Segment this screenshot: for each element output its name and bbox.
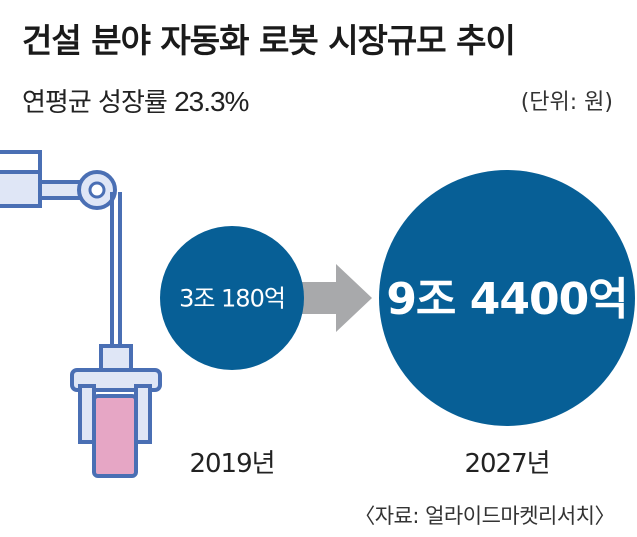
year-label-0: 2019년	[189, 449, 274, 479]
growth-arrow-icon	[296, 264, 372, 332]
chart-title: 건설 분야 자동화 로봇 시장규모 추이	[22, 21, 516, 60]
bubble-0	[160, 226, 304, 370]
bubble-1	[379, 170, 635, 426]
robot-arm-illustration	[0, 150, 162, 478]
bubbles-group: 3조 180억 2019년 9조 4400억 2027년	[160, 170, 635, 479]
robot-wrist	[99, 344, 133, 372]
bubble-value-label-1: 9조 4400억	[386, 274, 627, 325]
growth-rate-line: 연평균 성장률 23.3%	[22, 82, 249, 119]
growth-rate-value: 23.3%	[174, 86, 249, 117]
robot-gripper-left	[78, 384, 96, 444]
bubble-value-label-0: 3조 180억	[179, 285, 285, 313]
robot-base-top	[0, 150, 42, 174]
unit-label: (단위: 원)	[520, 90, 613, 115]
robot-gripper-right	[134, 384, 152, 444]
year-label-1: 2027년	[464, 449, 549, 479]
source-label: 〈자료: 얼라이드마켓리서치〉	[354, 504, 615, 528]
robot-joint-center	[88, 181, 106, 199]
robot-cup-icon	[92, 394, 138, 478]
growth-rate-label: 연평균 성장률	[22, 88, 168, 118]
